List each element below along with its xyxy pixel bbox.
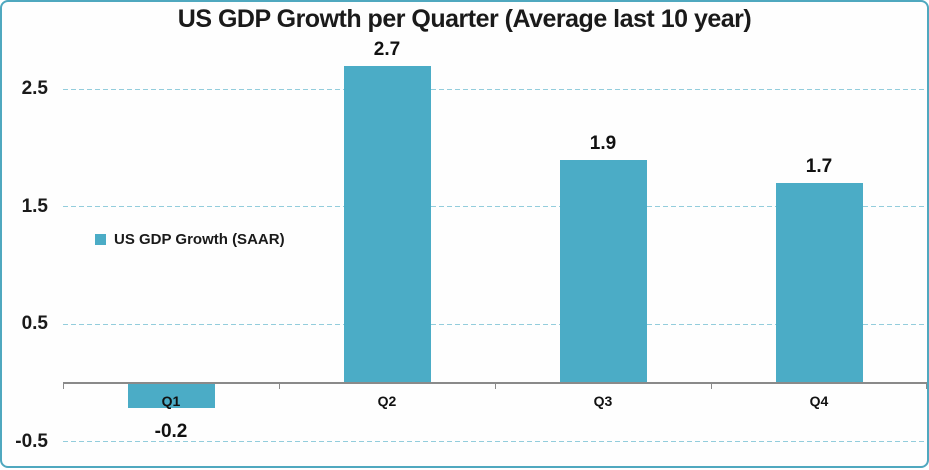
legend-label: US GDP Growth (SAAR) [114,231,285,248]
axis-tick [63,384,64,389]
gridline [63,206,925,208]
axis-tick [711,384,712,389]
value-label-q4: 1.7 [805,156,833,178]
y-tick-label: -0.5 [15,430,48,452]
legend: US GDP Growth (SAAR) [95,231,285,248]
gridline [63,441,925,443]
axis-tick [279,384,280,389]
axis-tick [926,384,927,389]
y-tick-label: 0.5 [21,313,48,335]
value-label-q1: -0.2 [154,420,188,442]
bar-q1 [127,384,215,408]
gridline [63,88,925,90]
value-label-q3: 1.9 [589,132,617,154]
axis-tick [495,384,496,389]
y-tick-label: 1.5 [21,195,48,217]
y-tick-label: 2.5 [21,78,48,100]
x-category-label-q4: Q4 [809,393,829,409]
value-label-q2: 2.7 [373,38,401,60]
bar-q4 [775,183,863,383]
x-category-label-q3: Q3 [593,393,613,409]
x-axis-line [63,382,927,384]
chart-title: US GDP Growth per Quarter (Average last … [177,5,752,33]
x-category-label-q2: Q2 [377,393,397,409]
gridline [63,323,925,325]
bar-q2 [343,65,431,383]
legend-marker-icon [95,234,106,245]
bar-q3 [559,159,647,383]
x-category-label-q1: Q1 [161,393,181,409]
